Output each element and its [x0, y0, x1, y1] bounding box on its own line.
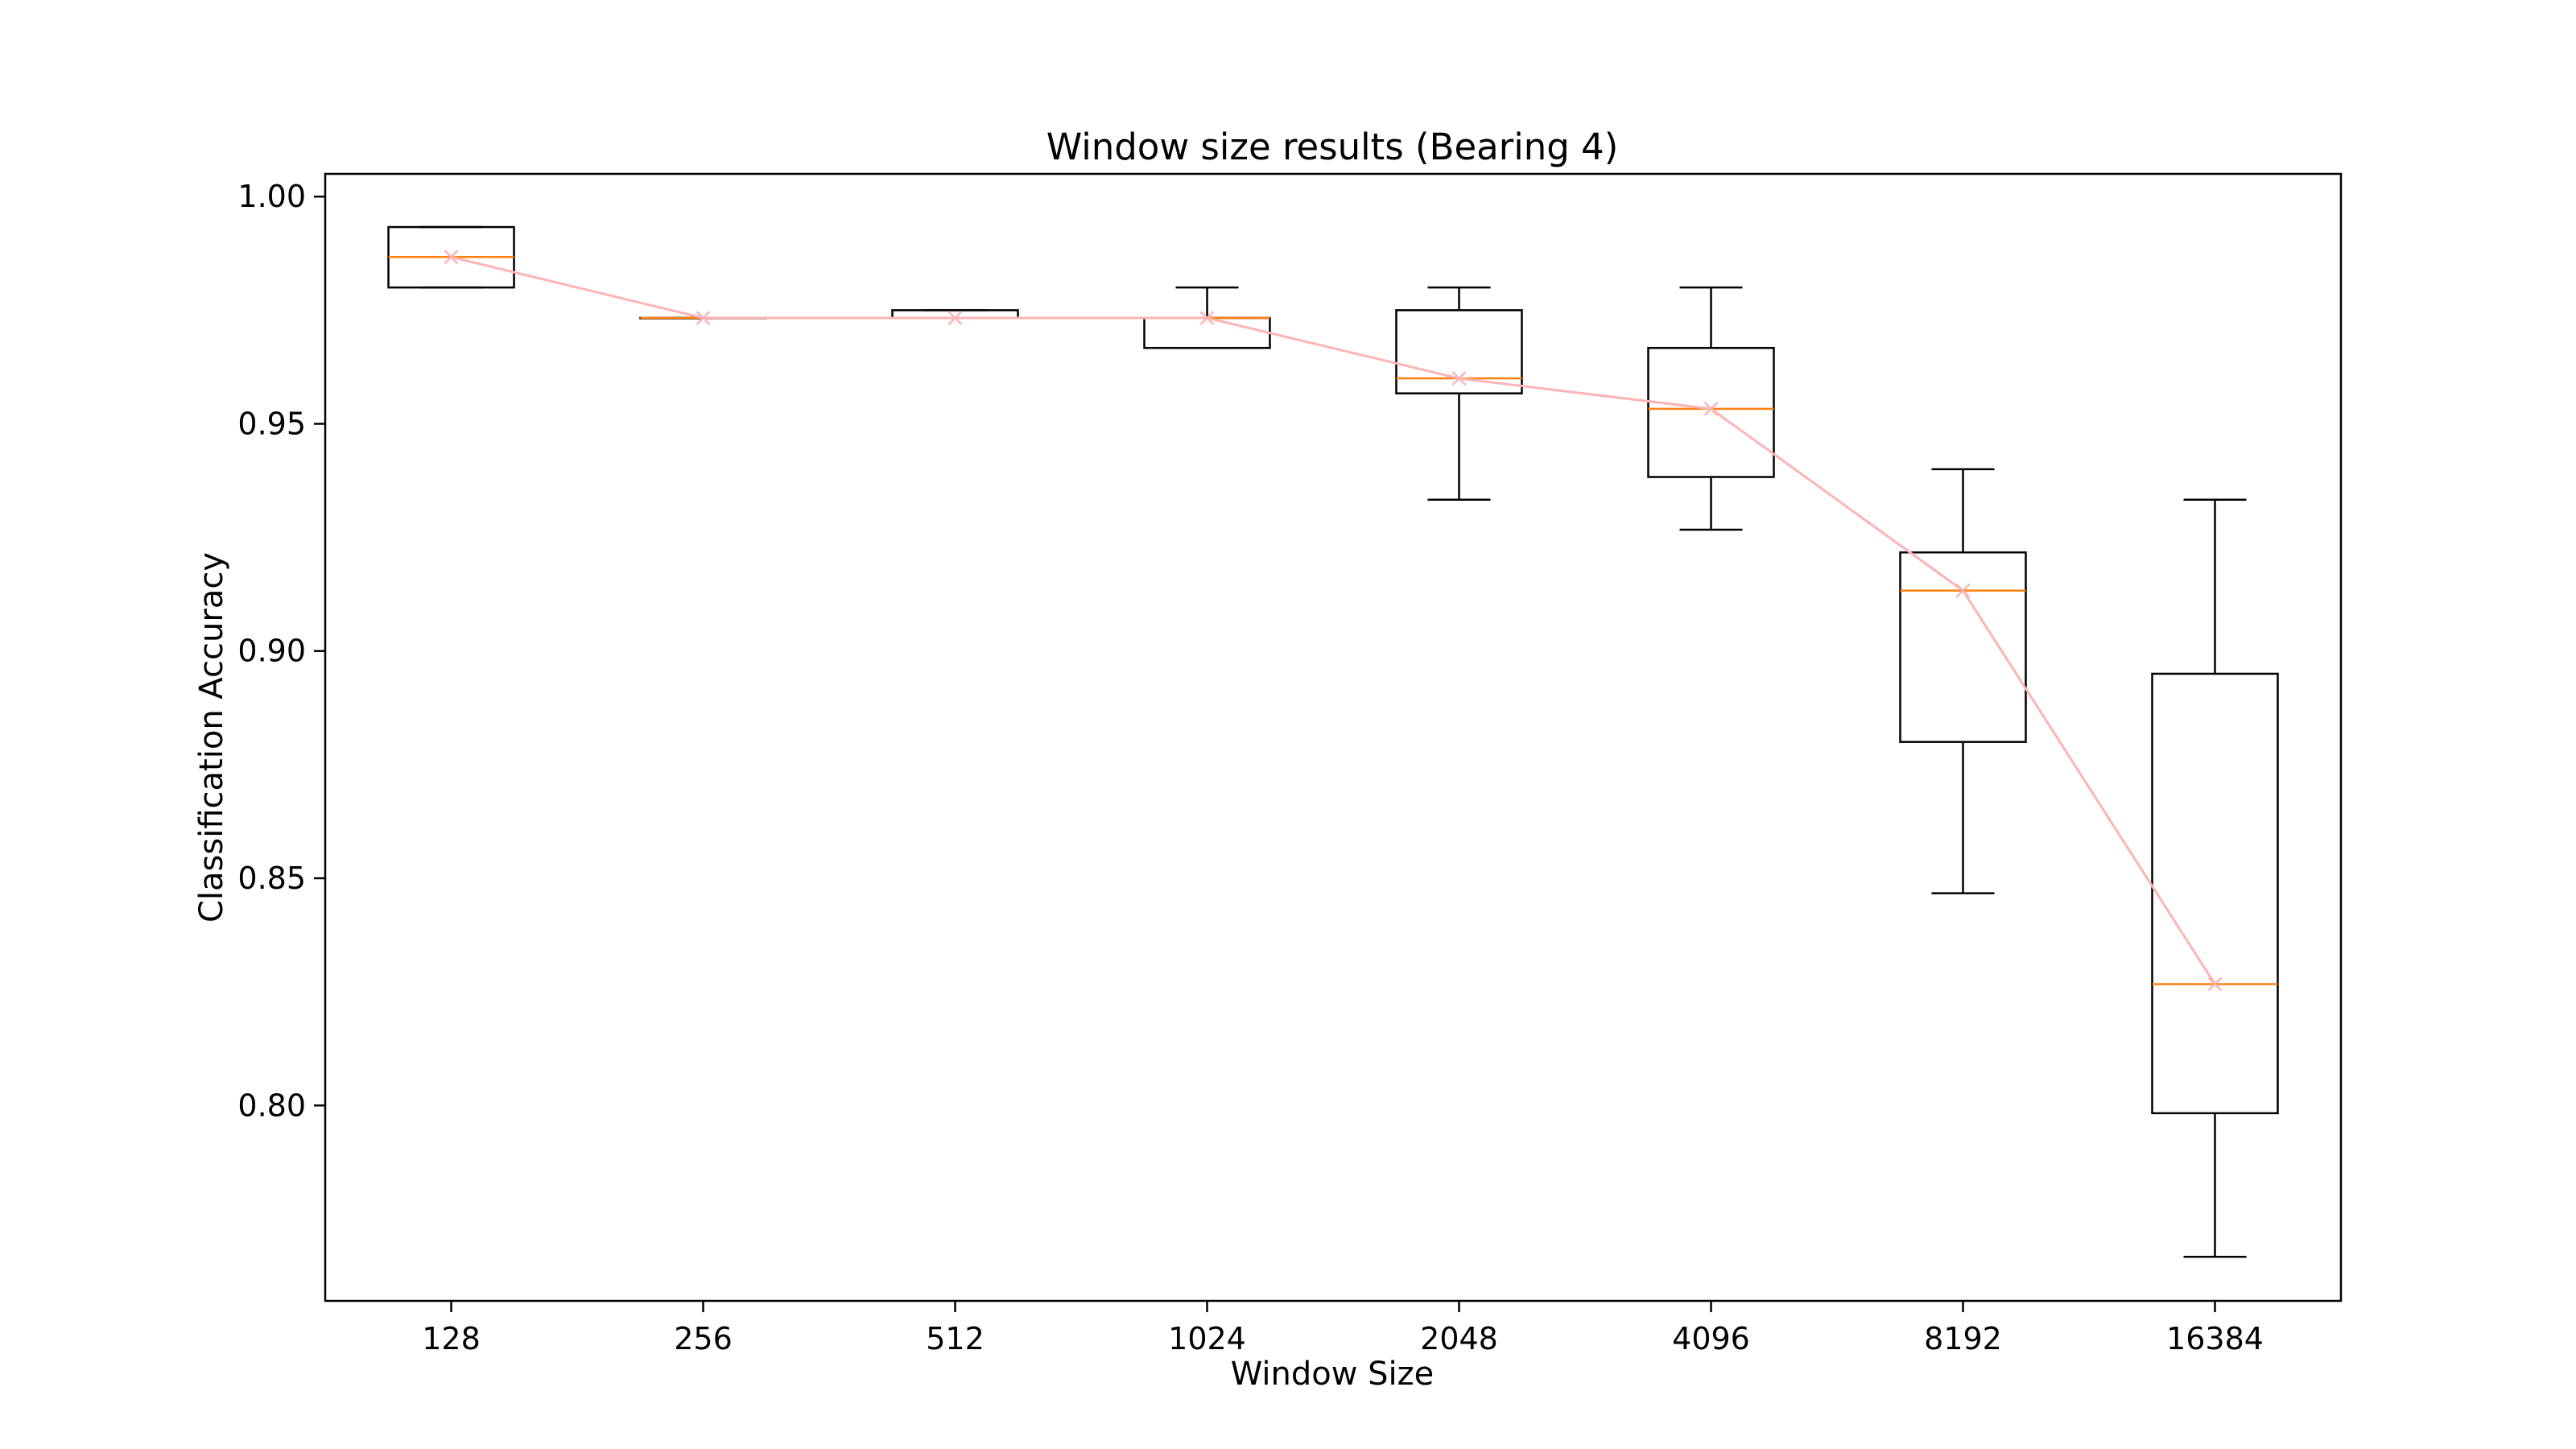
- y-axis-label: Classification Accuracy: [193, 552, 230, 923]
- x-axis-label: Window Size: [1231, 1356, 1435, 1393]
- trend-marker: [947, 311, 963, 325]
- y-tick-label: 0.80: [237, 1088, 306, 1123]
- box-4096: [1647, 346, 1775, 478]
- x-tick-label: 16384: [2166, 1321, 2264, 1356]
- trend-marker: [444, 250, 459, 265]
- x-tick-label: 2048: [1420, 1321, 1498, 1356]
- x-tick-label: 128: [422, 1321, 481, 1356]
- trend-marker: [1955, 583, 1971, 598]
- chart-title: Window size results (Bearing 4): [1046, 126, 1619, 168]
- x-tick-label: 256: [674, 1321, 733, 1356]
- trend-marker: [1451, 371, 1467, 386]
- box-16384: [2151, 672, 2279, 1115]
- box-2048: [1395, 309, 1523, 394]
- y-tick-label: 0.95: [237, 406, 306, 441]
- x-tick-label: 512: [926, 1321, 985, 1356]
- trend-line: [451, 255, 2216, 985]
- x-tick-label: 1024: [1168, 1321, 1246, 1356]
- trend-marker: [1199, 311, 1215, 325]
- x-tick-label: 4096: [1672, 1321, 1750, 1356]
- plot-area: 0.80 0.85 0.90 0.95 1.00 128 256 512 1024 2048 409…: [237, 179, 2279, 1356]
- plot-frame: [324, 172, 2343, 1302]
- box-8192: [1899, 551, 2027, 743]
- x-tick-label: 8192: [1924, 1321, 2002, 1356]
- trend-marker: [1703, 401, 1719, 416]
- trend-marker: [2207, 976, 2223, 992]
- y-tick-label: 1.00: [237, 179, 306, 214]
- y-tick-label: 0.90: [237, 634, 306, 669]
- trend-marker: [696, 311, 711, 325]
- y-tick-label: 0.85: [237, 861, 306, 896]
